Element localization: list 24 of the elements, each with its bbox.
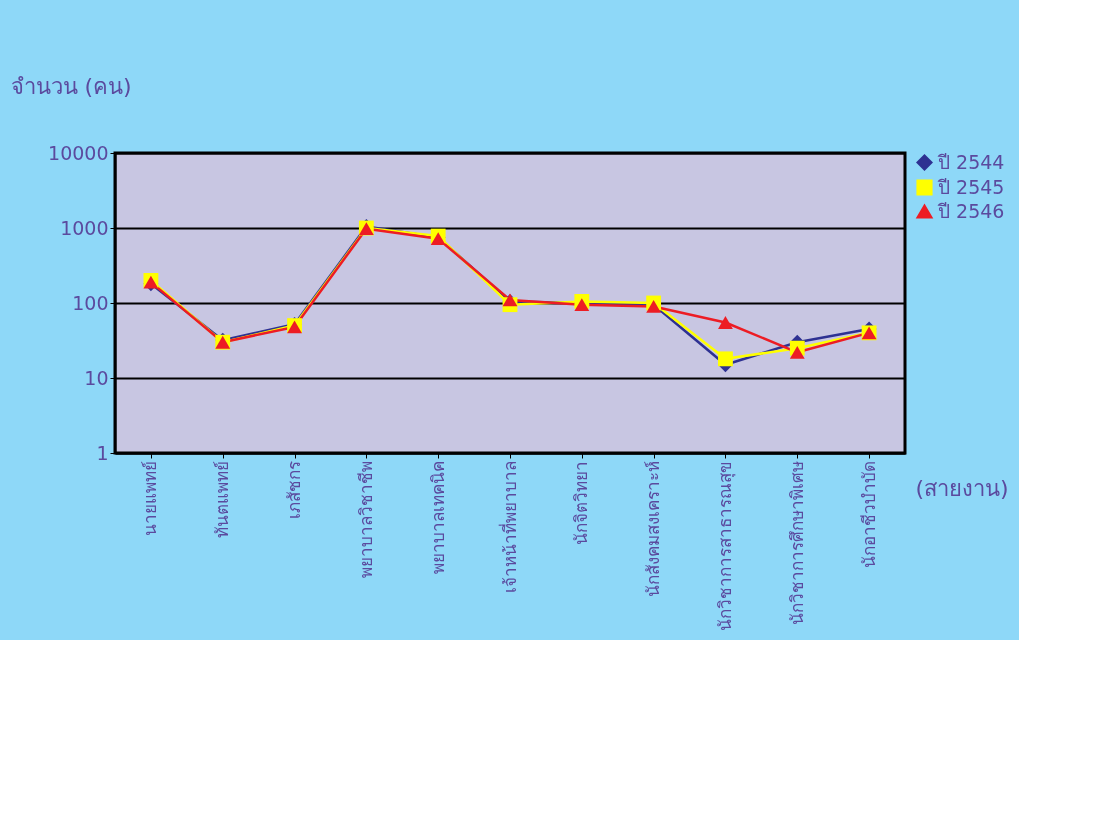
- legend-label: ปี 2544: [937, 150, 1005, 173]
- x-tick-label: นักสังคมสงเคราะห์: [643, 460, 664, 597]
- x-tick-label: นักวิชาการศึกษาพิเศษ: [786, 460, 807, 625]
- point: [718, 351, 733, 367]
- y-tick-label: 100: [72, 291, 109, 314]
- y-tick-label: 10: [84, 366, 109, 389]
- x-tick-label: นายแพทย์: [140, 460, 161, 536]
- x-tick-label: นักอาชีวบำบัด: [858, 460, 879, 568]
- point: [789, 345, 805, 359]
- x-tick-label: นักจิตวิทยา: [571, 460, 592, 545]
- y-axis-title: จำนวน (คน): [10, 73, 132, 99]
- x-tick-label: ทันตแพทย์: [212, 460, 233, 538]
- x-tick-label: เจ้าหน้าที่พยาบาล: [497, 460, 520, 593]
- point: [718, 316, 733, 329]
- legend-label: ปี 2545: [937, 175, 1005, 198]
- y-tick-label: 1000: [60, 216, 109, 239]
- x-tick-label: นักวิชาการสาธารณสุข: [714, 460, 736, 631]
- legend-label: ปี 2546: [937, 199, 1005, 222]
- x-tick-label: เภสัชกร: [284, 460, 305, 519]
- x-axis-title: (สายงาน): [915, 475, 1009, 501]
- y-tick-label: 10000: [48, 141, 109, 164]
- y-tick-label: 1: [96, 441, 109, 464]
- x-tick-label: พยาบาลเทคนิค: [427, 460, 448, 574]
- x-tick-label: พยาบาลวิชาชีพ: [355, 460, 376, 578]
